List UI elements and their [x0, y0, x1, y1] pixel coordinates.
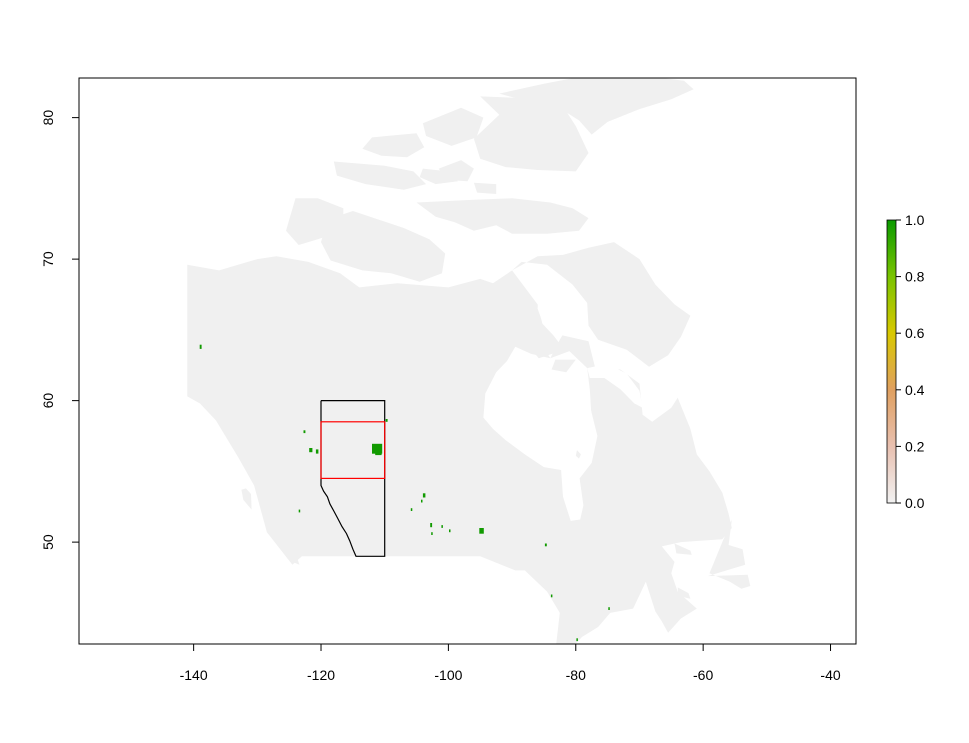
x-tick-label: -140 [180, 667, 208, 683]
island-0 [512, 242, 691, 367]
presence-cell [385, 419, 388, 422]
presence-cell [421, 499, 423, 503]
presence-cell [544, 543, 547, 547]
x-tick-label: -100 [434, 667, 462, 683]
island-14 [575, 450, 581, 459]
x-axis: -140 -120 -100 -80 -60 -40 [180, 643, 841, 683]
legend-tick-label: 1.0 [905, 212, 925, 228]
island-16 [268, 530, 300, 565]
legend-tick-label: 0.2 [905, 438, 925, 454]
island-10 [473, 182, 497, 194]
island-8 [333, 161, 427, 190]
island-18 [707, 519, 751, 589]
island-13 [521, 318, 565, 359]
x-tick-label: -120 [307, 667, 335, 683]
island-5 [499, 78, 694, 135]
x-tick-label: -40 [820, 667, 840, 683]
x-tick-label: -80 [566, 667, 586, 683]
arctic-islands [241, 78, 751, 599]
island-1 [416, 198, 589, 234]
legend-tick-label: 0.6 [905, 325, 925, 341]
presence-cell [298, 509, 301, 513]
x-tick-label: -60 [693, 667, 713, 683]
legend-tick-label: 0.8 [905, 269, 925, 285]
island-2 [321, 211, 446, 282]
hudson-bay [483, 346, 598, 521]
presence-cell [315, 449, 319, 454]
y-tick-label: 60 [40, 393, 56, 409]
island-3 [286, 198, 344, 245]
y-tick-label: 80 [40, 110, 56, 126]
presence-cell [479, 528, 484, 534]
presence-cell [550, 594, 553, 598]
legend-tick-label: 0.4 [905, 382, 925, 398]
island-4 [473, 96, 589, 172]
canada-mainland [187, 256, 732, 644]
presence-cell [309, 448, 313, 453]
presence-cell [441, 525, 443, 528]
legend-tick-label: 0.0 [905, 495, 925, 511]
island-11 [419, 168, 458, 185]
presence-cell [431, 532, 433, 535]
presence-cell [303, 430, 306, 434]
island-6 [422, 107, 484, 146]
presence-cell [449, 529, 451, 533]
presence-cell [422, 493, 426, 498]
extent-box [320, 421, 386, 479]
island-12 [551, 359, 576, 373]
legend-color-bar [886, 219, 897, 504]
canada-landmass [187, 256, 732, 644]
presence-raster [199, 344, 610, 642]
island-7 [362, 133, 425, 158]
island-17 [674, 543, 692, 555]
y-tick-label: 70 [40, 251, 56, 267]
y-axis: 50 60 70 80 [40, 110, 80, 550]
presence-cell [199, 344, 202, 349]
island-19 [677, 587, 691, 599]
hudson-strait [587, 363, 643, 408]
presence-cell [576, 638, 578, 642]
presence-cell [608, 607, 610, 610]
presence-cell [430, 523, 433, 528]
alberta-outline [320, 400, 386, 557]
presence-cell [410, 508, 413, 511]
island-15 [241, 488, 252, 510]
presence-cell [375, 448, 382, 456]
color-legend: 0.0 0.2 0.4 0.6 0.8 1.0 [886, 212, 925, 511]
y-tick-label: 50 [40, 534, 56, 550]
